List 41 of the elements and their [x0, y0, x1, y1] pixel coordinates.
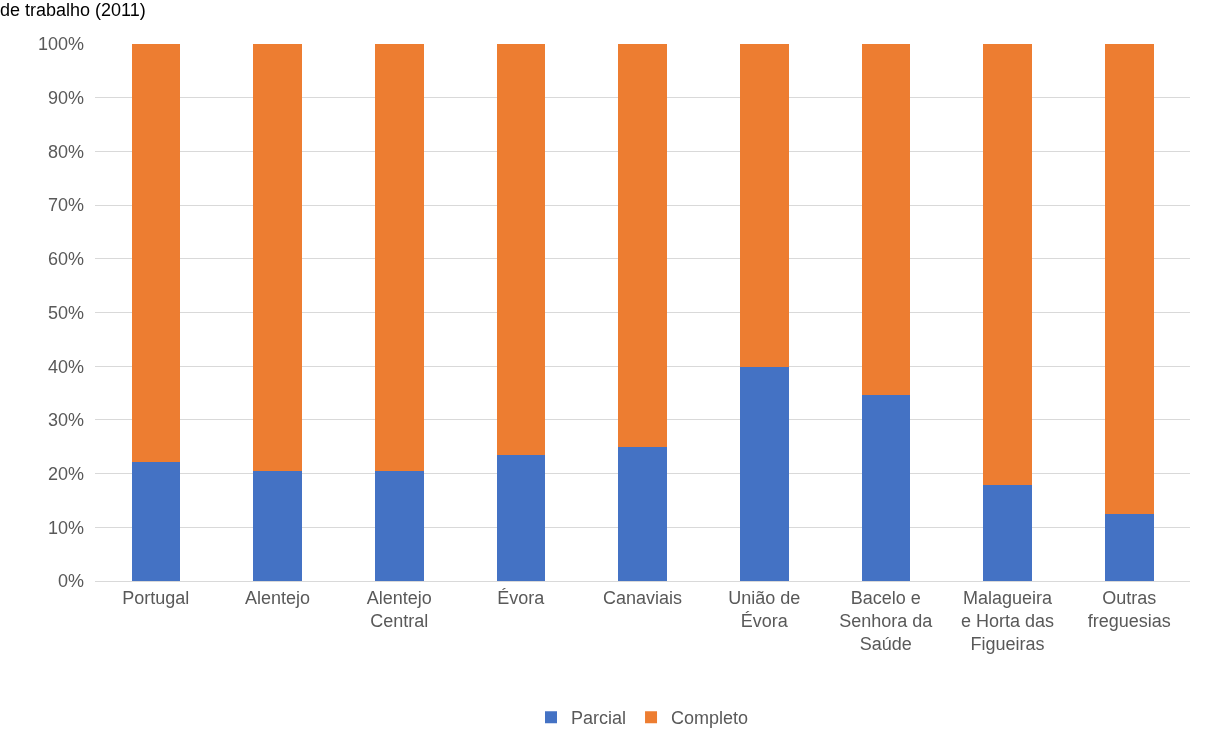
bar	[983, 44, 1032, 485]
bar	[861, 395, 911, 581]
x-tick-label: Portugal	[122, 587, 190, 608]
y-tick-label: 70%	[47, 195, 84, 216]
x-tick-label: Outras freguesias	[1087, 587, 1171, 631]
y-tick-label: 90%	[47, 88, 84, 108]
bar	[496, 454, 546, 581]
bar	[739, 44, 789, 367]
legend-label: Completo	[671, 708, 749, 729]
x-tick-label: Malagueira e Horta das Figueiras	[960, 587, 1055, 655]
bar	[374, 470, 424, 581]
x-tick-label: Bacelo e Senhora da Saúde	[839, 587, 934, 655]
bar	[131, 461, 181, 581]
x-tick-label: Évora	[497, 587, 546, 608]
chart-title: de trabalho (2011)	[0, 0, 146, 21]
y-tick-label: 0%	[57, 571, 84, 592]
bar	[1104, 44, 1154, 514]
y-tick-label: 60%	[47, 249, 84, 270]
y-tick-label: 80%	[47, 141, 84, 162]
y-tick-label: 10%	[47, 517, 84, 538]
bar	[618, 446, 667, 581]
bar	[253, 470, 302, 581]
bar	[983, 484, 1032, 581]
bar	[739, 366, 789, 581]
bar	[861, 44, 911, 396]
bar	[618, 44, 667, 447]
y-tick-label: 20%	[47, 463, 84, 484]
bar	[496, 44, 546, 455]
y-tick-label: 40%	[47, 356, 84, 377]
y-tick-label: 50%	[47, 302, 84, 323]
x-tick-label: União de Évora	[728, 587, 801, 631]
x-tick-label: Alentejo	[244, 587, 311, 608]
legend-label: Parcial	[571, 708, 627, 729]
x-tick-label: Alentejo Central	[366, 587, 432, 631]
bar	[131, 44, 181, 462]
bar	[374, 44, 424, 471]
bar	[1104, 513, 1154, 581]
y-tick-label: 30%	[47, 410, 84, 431]
x-tick-label: Canaviais	[602, 587, 683, 608]
bar	[253, 44, 302, 471]
y-tick-label: 100%	[37, 34, 84, 55]
